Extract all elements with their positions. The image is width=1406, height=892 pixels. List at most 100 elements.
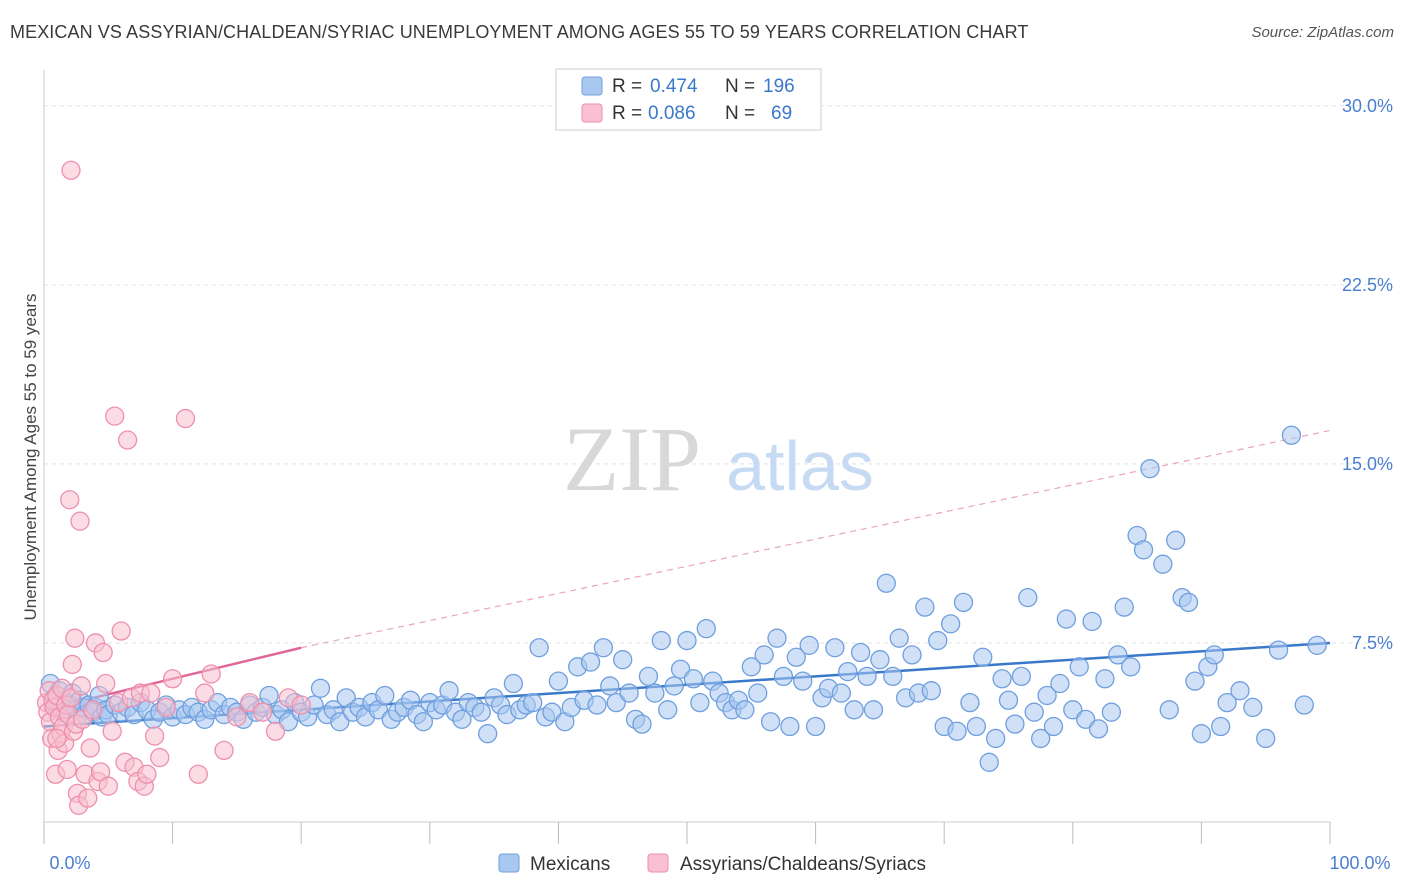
point-mexicans xyxy=(471,702,491,722)
point-mexicans xyxy=(658,700,678,720)
point-mexicans xyxy=(478,724,498,744)
point-assyrians xyxy=(227,707,247,727)
watermark-atlas: atlas xyxy=(726,427,874,505)
point-mexicans xyxy=(1011,666,1032,687)
point-mexicans xyxy=(1088,719,1109,739)
point-mexicans xyxy=(593,638,614,658)
point-mexicans xyxy=(1307,635,1327,655)
point-mexicans xyxy=(1268,640,1289,660)
point-mexicans xyxy=(651,630,671,651)
point-mexicans xyxy=(870,650,890,670)
point-mexicans xyxy=(619,683,639,703)
point-mexicans xyxy=(760,712,781,732)
point-assyrians xyxy=(105,406,125,426)
point-mexicans xyxy=(979,752,999,772)
point-mexicans xyxy=(863,700,884,720)
point-mexicans xyxy=(940,614,961,634)
point-mexicans xyxy=(1191,724,1212,744)
legend-n-label-1: N = xyxy=(725,76,755,97)
legend-swatch-pink xyxy=(581,103,603,123)
point-assyrians xyxy=(93,642,113,663)
point-mexicans xyxy=(1204,645,1224,665)
point-mexicans xyxy=(1101,702,1122,722)
point-assyrians xyxy=(80,738,100,758)
correlation-legend: R = 0.474 N = 196 R = 0.086 N = 69 xyxy=(555,68,822,131)
point-mexicans xyxy=(600,676,620,696)
point-mexicans xyxy=(523,692,543,713)
point-assyrians xyxy=(265,721,286,741)
point-mexicans xyxy=(696,618,716,639)
point-mexicans xyxy=(503,673,524,694)
chart-title: MEXICAN VS ASSYRIAN/CHALDEAN/SYRIAC UNEM… xyxy=(10,22,1029,42)
point-mexicans xyxy=(883,666,903,687)
point-mexicans xyxy=(1256,728,1276,749)
y-tick-label: 7.5% xyxy=(1352,633,1393,653)
point-assyrians xyxy=(117,430,138,450)
point-mexicans xyxy=(664,676,684,696)
point-assyrians xyxy=(62,654,82,675)
legend-r-label-1: R = xyxy=(612,76,642,97)
point-mexicans xyxy=(960,692,980,713)
point-mexicans xyxy=(857,666,877,687)
point-mexicans xyxy=(1056,609,1077,629)
point-mexicans xyxy=(735,700,755,720)
point-mexicans xyxy=(1243,697,1263,718)
legend-bottom-swatch-assyrians xyxy=(647,853,669,873)
point-mexicans xyxy=(992,669,1012,689)
x-tick-label: 0.0% xyxy=(49,853,90,873)
point-mexicans xyxy=(452,709,472,729)
point-mexicans xyxy=(1063,700,1083,720)
point-assyrians xyxy=(111,621,131,641)
legend-n-value-1: 196 xyxy=(763,76,795,97)
point-mexicans xyxy=(1166,530,1186,550)
point-mexicans xyxy=(1230,681,1250,701)
point-mexicans xyxy=(1018,587,1038,608)
point-assyrians xyxy=(195,683,215,703)
point-assyrians xyxy=(214,740,234,761)
point-mexicans xyxy=(1043,716,1064,737)
legend-bottom-label-assyrians: Assyrians/Chaldeans/Syriacs xyxy=(680,854,926,875)
point-assyrians xyxy=(83,700,103,720)
point-mexicans xyxy=(278,712,298,732)
point-mexicans xyxy=(1133,540,1154,560)
point-assyrians xyxy=(156,697,176,718)
point-mexicans xyxy=(953,592,974,613)
point-mexicans xyxy=(439,681,459,701)
point-mexicans xyxy=(825,638,845,658)
point-mexicans xyxy=(966,716,986,737)
point-mexicans xyxy=(670,659,691,679)
point-mexicans xyxy=(1095,669,1115,689)
point-mexicans xyxy=(683,669,704,689)
point-assyrians xyxy=(98,776,118,796)
point-mexicans xyxy=(1140,459,1160,479)
point-assyrians xyxy=(291,695,311,715)
point-mexicans xyxy=(259,685,279,706)
point-mexicans xyxy=(548,671,569,691)
point-mexicans xyxy=(638,666,659,687)
point-assyrians xyxy=(71,676,91,696)
point-mexicans xyxy=(985,728,1006,749)
series-legend: Mexicans Assyrians/Chaldeans/Syriacs xyxy=(498,853,926,875)
y-tick-label: 22.5% xyxy=(1342,275,1393,295)
point-mexicans xyxy=(632,714,652,734)
point-mexicans xyxy=(915,597,935,617)
legend-n-label-2: N = xyxy=(725,103,755,124)
point-mexicans xyxy=(529,638,549,658)
point-mexicans xyxy=(805,716,826,737)
point-assyrians xyxy=(57,759,77,780)
tick-labels: 7.5% 15.0% 22.5% 30.0% 0.0% 100.0% xyxy=(49,96,1393,873)
point-mexicans xyxy=(1114,597,1134,617)
point-mexicans xyxy=(580,652,601,672)
point-mexicans xyxy=(1217,692,1237,713)
point-mexicans xyxy=(1153,554,1173,574)
point-assyrians xyxy=(201,664,221,684)
watermark-zip: ZIP xyxy=(563,408,701,510)
point-assyrians xyxy=(47,728,67,749)
point-assyrians xyxy=(70,511,90,531)
point-mexicans xyxy=(754,645,774,665)
legend-n-value-2: 69 xyxy=(771,103,792,124)
point-mexicans xyxy=(606,692,626,713)
point-mexicans xyxy=(645,683,665,703)
point-mexicans xyxy=(928,630,948,651)
